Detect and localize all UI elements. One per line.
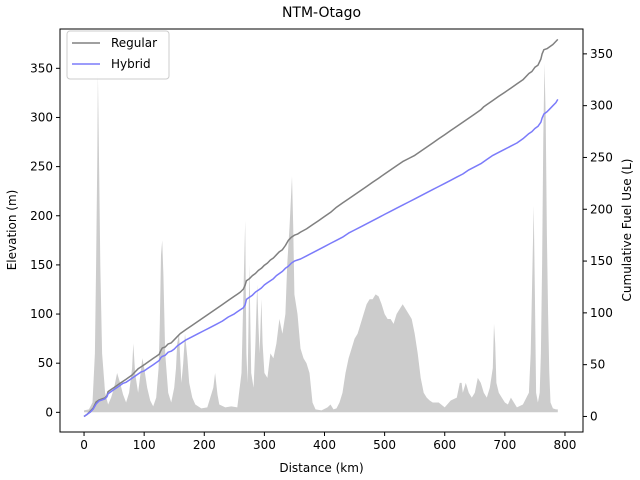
x-tick-label: 500 — [373, 438, 396, 452]
x-tick-label: 200 — [193, 438, 216, 452]
right-y-tick-label: 150 — [590, 254, 613, 268]
legend-label-hybrid: Hybrid — [111, 57, 151, 71]
right-y-tick-label: 100 — [590, 306, 613, 320]
right-y-tick-label: 250 — [590, 150, 613, 164]
left-y-axis-ticks: 0 50 100 150 200 250 300 350 — [30, 61, 60, 419]
left-y-tick-label: 300 — [30, 110, 53, 124]
right-y-axis-ticks: 0 50 100 150 200 250 300 350 — [583, 47, 613, 423]
right-y-tick-label: 0 — [590, 409, 598, 423]
right-y-axis-label: Cumulative Fuel Use (L) — [620, 159, 634, 302]
legend: Regular Hybrid — [66, 30, 170, 80]
right-y-tick-label: 200 — [590, 202, 613, 216]
left-y-tick-label: 250 — [30, 160, 53, 174]
right-y-tick-label: 350 — [590, 47, 613, 61]
elevation-area-group — [84, 63, 558, 413]
series-line-regular — [83, 38, 559, 418]
x-tick-label: 700 — [493, 438, 516, 452]
x-tick-label: 800 — [554, 438, 577, 452]
x-axis-ticks: 0 100 200 300 400 500 600 700 800 — [80, 432, 576, 452]
elevation-area — [84, 63, 558, 413]
x-tick-label: 0 — [80, 438, 88, 452]
left-y-tick-label: 50 — [38, 356, 53, 370]
right-y-tick-label: 50 — [590, 358, 605, 372]
left-y-tick-label: 100 — [30, 307, 53, 321]
left-y-axis-label: Elevation (m) — [5, 190, 19, 271]
series-lines-group — [83, 38, 559, 418]
plot-frame — [59, 28, 584, 433]
chart-title: NTM-Otago — [282, 5, 361, 21]
right-y-tick-label: 300 — [590, 99, 613, 113]
left-y-tick-label: 150 — [30, 258, 53, 272]
series-line-hybrid — [83, 99, 559, 418]
x-tick-label: 400 — [313, 438, 336, 452]
left-y-tick-label: 200 — [30, 209, 53, 223]
x-tick-label: 300 — [253, 438, 276, 452]
left-y-tick-label: 0 — [45, 405, 53, 419]
left-y-tick-label: 350 — [30, 61, 53, 75]
x-axis-label: Distance (km) — [279, 461, 363, 475]
x-tick-label: 100 — [133, 438, 156, 452]
legend-label-regular: Regular — [111, 36, 157, 50]
x-tick-label: 600 — [433, 438, 456, 452]
